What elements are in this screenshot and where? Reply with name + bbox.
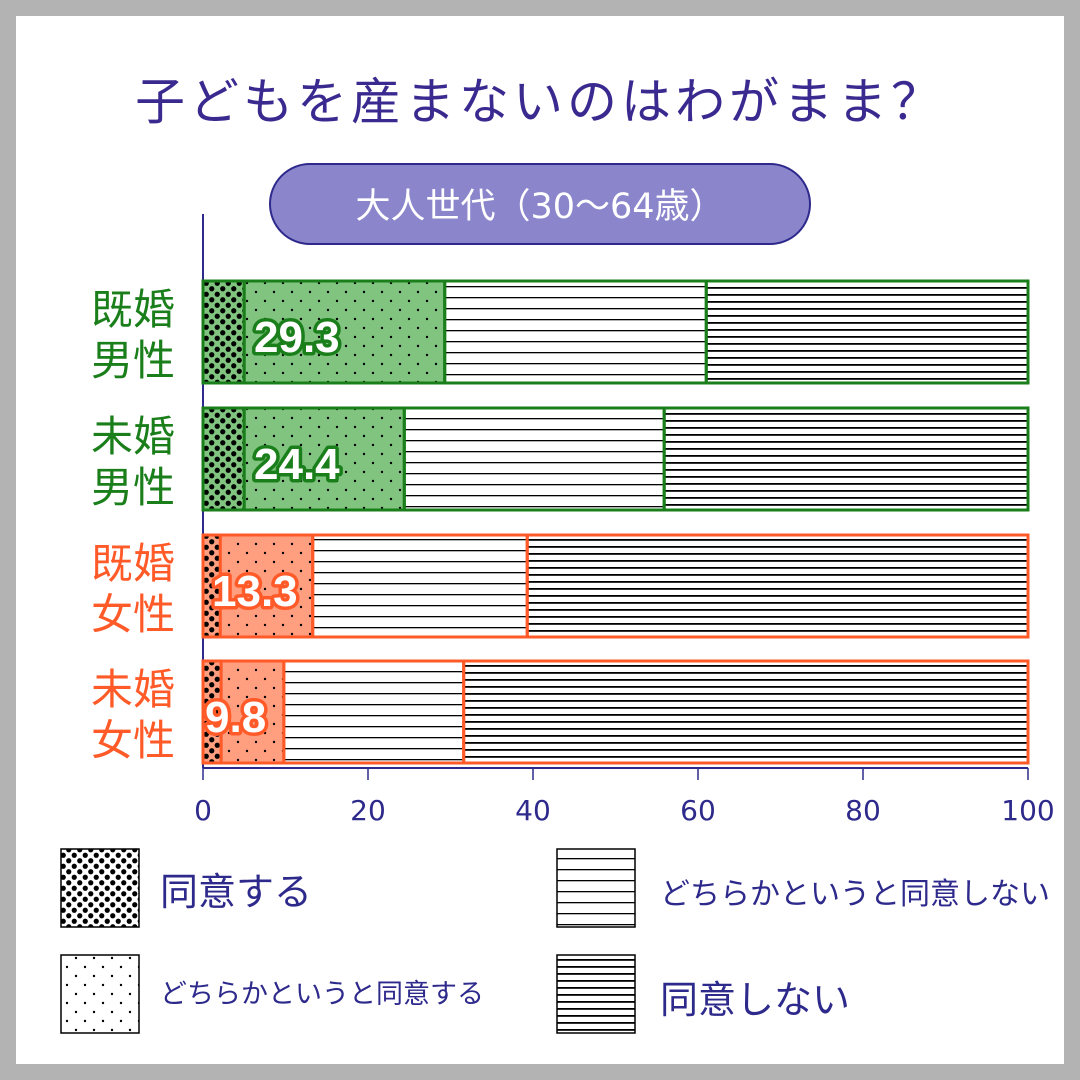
bar-segment: [662, 406, 1030, 512]
legend-label: どちらかというと同意しない: [660, 877, 1050, 912]
bar-segment: [242, 279, 447, 385]
bar-segment: [242, 406, 406, 512]
legend-swatch: [60, 848, 140, 928]
data-label: 13.3: [212, 567, 298, 616]
legend-swatch: [556, 848, 636, 928]
bar-segment: [282, 659, 466, 765]
category-label-line2: 男性: [91, 463, 175, 512]
legend-label: 同意する: [160, 870, 312, 914]
legend-label: 同意しない: [660, 978, 850, 1022]
subtitle-pill-background: [269, 163, 811, 245]
chart-title: 子どもを産まないのはわがまま？: [135, 73, 945, 131]
bar-segment: [219, 659, 286, 765]
x-tick-label: 40: [515, 794, 551, 827]
bar-segment: [443, 279, 708, 385]
chart-subtitle: 大人世代（30〜64歳）: [355, 187, 724, 227]
category-label-line2: 女性: [91, 590, 175, 639]
category-label-line1: 既婚: [91, 285, 175, 334]
bar-segment: [704, 279, 1030, 385]
bar-segment: [201, 279, 246, 385]
category-label-line1: 未婚: [91, 665, 175, 714]
data-label: 9.8: [205, 693, 266, 742]
legend-label: どちらかというと同意する: [160, 979, 484, 1010]
category-label-line2: 男性: [91, 336, 175, 385]
legend-swatch: [60, 954, 140, 1034]
bar-segment: [462, 659, 1030, 765]
bar-segment: [218, 533, 315, 639]
category-label-line2: 女性: [91, 716, 175, 765]
x-axis-ticks: 0 20 40 60 80 100: [194, 768, 1055, 827]
x-tick-label: 20: [350, 794, 386, 827]
bar-segment: [525, 533, 1030, 639]
x-tick-label: 0: [194, 794, 212, 827]
category-label-line1: 未婚: [91, 412, 175, 461]
legend-swatch: [556, 954, 636, 1034]
data-label: 29.3: [254, 313, 340, 362]
subtitle-pill: 大人世代（30〜64歳）: [269, 163, 811, 245]
x-tick-label: 100: [1001, 794, 1054, 827]
bar-groups: 29.3 24.4 13.3 9.8: [201, 279, 1030, 765]
bar-segment: [311, 533, 529, 639]
data-label: 24.4: [254, 440, 340, 489]
category-label-line1: 既婚: [91, 539, 175, 588]
bar-segment: [402, 406, 666, 512]
bar-segment: [201, 406, 246, 512]
x-tick-label: 60: [680, 794, 716, 827]
x-tick-label: 80: [845, 794, 881, 827]
